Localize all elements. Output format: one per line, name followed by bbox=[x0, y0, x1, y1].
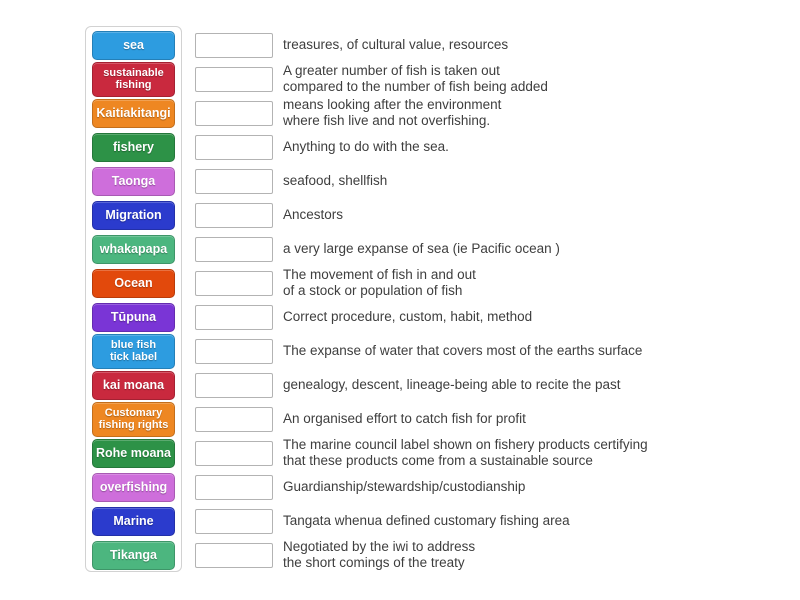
definition-text: Guardianship/stewardship/custodianship bbox=[283, 478, 526, 494]
tile-cell: sustainable fishing bbox=[85, 61, 182, 97]
match-row: Tikanga Negotiated by the iwi to address… bbox=[85, 538, 785, 572]
answer-drop-slot[interactable] bbox=[195, 440, 273, 466]
keyword-tile[interactable]: Migration bbox=[92, 200, 175, 230]
definition-text: treasures, of cultural value, resources bbox=[283, 36, 509, 52]
tile-cell: kai moana bbox=[85, 370, 182, 400]
definition-text: The marine council label shown on fisher… bbox=[283, 436, 648, 469]
definition-text: seafood, shellfish bbox=[283, 172, 388, 188]
tile-cell: Tikanga bbox=[85, 540, 182, 570]
answer-drop-slot[interactable] bbox=[195, 304, 273, 330]
match-row: whakapapa a very large expanse of sea (i… bbox=[85, 232, 785, 266]
keyword-tile[interactable]: Rohe moana bbox=[92, 438, 175, 468]
keyword-tile[interactable]: overfishing bbox=[92, 472, 175, 502]
tile-cell: whakapapa bbox=[85, 234, 182, 264]
answer-drop-slot[interactable] bbox=[195, 202, 273, 228]
answer-drop-slot[interactable] bbox=[195, 372, 273, 398]
match-row: Kaitiakitangi means looking after the en… bbox=[85, 96, 785, 130]
match-row: Ocean The movement of fish in and out of… bbox=[85, 266, 785, 300]
tile-cell: blue fish tick label bbox=[85, 333, 182, 369]
match-row: sea treasures, of cultural value, resour… bbox=[85, 28, 785, 62]
match-row: kai moana genealogy, descent, lineage-be… bbox=[85, 368, 785, 402]
match-row: sustainable fishing A greater number of … bbox=[85, 61, 785, 97]
definition-text: Negotiated by the iwi to address the sho… bbox=[283, 538, 476, 571]
match-row: fishery Anything to do with the sea. bbox=[85, 130, 785, 164]
match-list: sea treasures, of cultural value, resour… bbox=[85, 28, 785, 572]
answer-drop-slot[interactable] bbox=[195, 338, 273, 364]
tile-cell: Kaitiakitangi bbox=[85, 98, 182, 128]
keyword-tile[interactable]: Marine bbox=[92, 506, 175, 536]
definition-text: Tangata whenua defined customary fishing… bbox=[283, 512, 570, 528]
definition-text: genealogy, descent, lineage-being able t… bbox=[283, 376, 621, 392]
match-row: Customary fishing rights An organised ef… bbox=[85, 401, 785, 437]
keyword-tile[interactable]: kai moana bbox=[92, 370, 175, 400]
tile-cell: overfishing bbox=[85, 472, 182, 502]
definition-text: means looking after the environment wher… bbox=[283, 96, 502, 129]
answer-drop-slot[interactable] bbox=[195, 100, 273, 126]
answer-drop-slot[interactable] bbox=[195, 508, 273, 534]
match-row: blue fish tick label The expanse of wate… bbox=[85, 333, 785, 369]
keyword-tile[interactable]: sustainable fishing bbox=[92, 61, 175, 97]
definition-text: An organised effort to catch fish for pr… bbox=[283, 410, 526, 426]
keyword-tile[interactable]: fishery bbox=[92, 132, 175, 162]
answer-drop-slot[interactable] bbox=[195, 406, 273, 432]
answer-drop-slot[interactable] bbox=[195, 168, 273, 194]
answer-drop-slot[interactable] bbox=[195, 270, 273, 296]
definition-text: a very large expanse of sea (ie Pacific … bbox=[283, 240, 560, 256]
tile-cell: Rohe moana bbox=[85, 438, 182, 468]
tile-cell: fishery bbox=[85, 132, 182, 162]
answer-drop-slot[interactable] bbox=[195, 32, 273, 58]
keyword-tile[interactable]: whakapapa bbox=[92, 234, 175, 264]
keyword-tile[interactable]: sea bbox=[92, 30, 175, 60]
match-row: Rohe moana The marine council label show… bbox=[85, 436, 785, 470]
definition-text: A greater number of fish is taken out co… bbox=[283, 62, 548, 95]
keyword-tile[interactable]: Tikanga bbox=[92, 540, 175, 570]
answer-drop-slot[interactable] bbox=[195, 542, 273, 568]
definition-text: The movement of fish in and out of a sto… bbox=[283, 266, 476, 299]
match-row: overfishing Guardianship/stewardship/cus… bbox=[85, 470, 785, 504]
definition-text: Ancestors bbox=[283, 206, 344, 222]
tile-cell: sea bbox=[85, 30, 182, 60]
tile-cell: Taonga bbox=[85, 166, 182, 196]
answer-drop-slot[interactable] bbox=[195, 236, 273, 262]
answer-drop-slot[interactable] bbox=[195, 66, 273, 92]
answer-drop-slot[interactable] bbox=[195, 474, 273, 500]
match-row: Marine Tangata whenua defined customary … bbox=[85, 504, 785, 538]
keyword-tile[interactable]: Tūpuna bbox=[92, 302, 175, 332]
keyword-tile[interactable]: Ocean bbox=[92, 268, 175, 298]
tile-cell: Ocean bbox=[85, 268, 182, 298]
answer-drop-slot[interactable] bbox=[195, 134, 273, 160]
keyword-tile[interactable]: Customary fishing rights bbox=[92, 401, 175, 437]
tile-cell: Customary fishing rights bbox=[85, 401, 182, 437]
match-row: Migration Ancestors bbox=[85, 198, 785, 232]
tile-cell: Marine bbox=[85, 506, 182, 536]
definition-text: The expanse of water that covers most of… bbox=[283, 342, 643, 358]
keyword-tile[interactable]: blue fish tick label bbox=[92, 333, 175, 369]
definition-text: Anything to do with the sea. bbox=[283, 138, 449, 154]
tile-cell: Migration bbox=[85, 200, 182, 230]
definition-text: Correct procedure, custom, habit, method bbox=[283, 308, 533, 324]
keyword-tile[interactable]: Kaitiakitangi bbox=[92, 98, 175, 128]
match-row: Tūpuna Correct procedure, custom, habit,… bbox=[85, 300, 785, 334]
tile-cell: Tūpuna bbox=[85, 302, 182, 332]
match-row: Taonga seafood, shellfish bbox=[85, 164, 785, 198]
keyword-tile[interactable]: Taonga bbox=[92, 166, 175, 196]
